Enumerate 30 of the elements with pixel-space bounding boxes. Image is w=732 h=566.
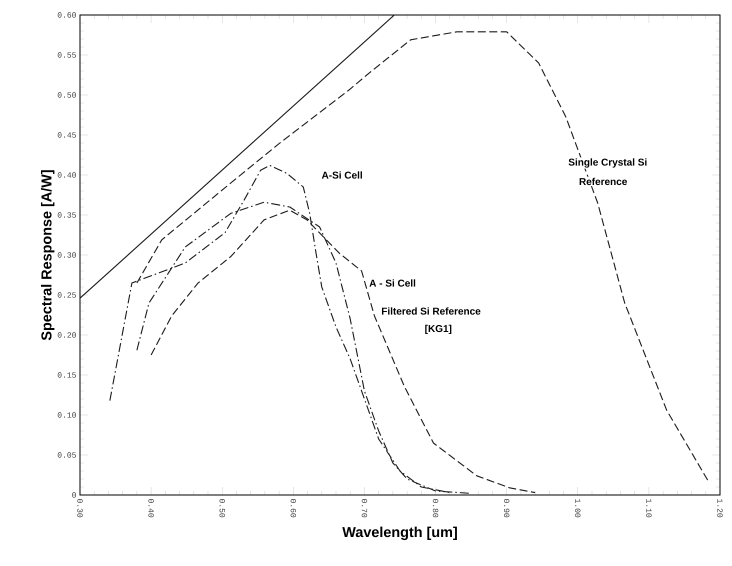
y-tick-label: 0.45 [58,132,76,138]
x-tick-label: 0.90 [504,499,510,518]
annotation: Filtered Si Reference [382,307,480,315]
y-tick-label: 0.35 [58,212,76,218]
annotation: A - Si Cell [369,279,416,287]
y-tick-label: 0.60 [58,12,76,18]
y-tick-label: 0.30 [58,252,76,258]
y-tick-label: 0.40 [58,172,76,178]
x-tick-label: 0.80 [432,499,438,518]
annotation: Single Crystal Si [568,158,647,168]
x-tick-label: 0.50 [220,499,225,518]
x-tick-label: 0.70 [362,499,368,518]
x-tick-label: 0.60 [290,499,296,518]
y-axis-title: Spectral Response [A/W] [40,170,54,340]
x-tick-label: 1.20 [717,499,723,518]
y-tick-label: 0.55 [58,52,76,58]
y-tick-label: 0.15 [58,372,76,378]
x-tick-label: 0.40 [148,499,154,518]
y-tick-label: 0.05 [58,452,76,458]
y-tick-label: 0.20 [58,332,76,338]
y-tick-label: 0.10 [58,412,76,418]
y-tick-label: 0.50 [58,92,76,98]
annotation: A-Si Cell [322,171,362,179]
y-tick-label: 0 [72,492,76,498]
x-tick-label: 1.00 [575,499,580,518]
x-tick-label: 1.10 [646,499,652,518]
annotation: Reference [580,178,627,186]
x-axis-title: Wavelength [um] [342,526,457,540]
annotation: [KG1] [425,324,452,334]
y-tick-label: 0.25 [58,292,76,298]
